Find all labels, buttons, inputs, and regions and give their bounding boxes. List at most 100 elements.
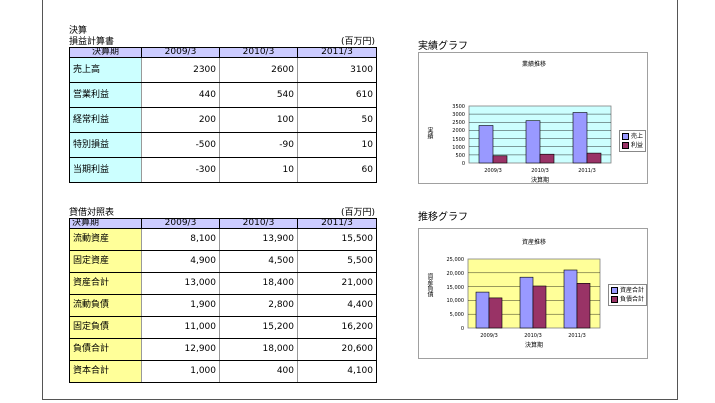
- table-row: 資産合計 13,000 18,400 21,000: [69, 272, 377, 295]
- legend-swatch-icon: [611, 287, 618, 294]
- row-label[interactable]: 固定資産: [69, 250, 142, 273]
- row-label[interactable]: 特別損益: [69, 132, 142, 158]
- table-row: 当期利益 -300 10 60: [69, 157, 377, 183]
- performance-chart-title: 業績推移: [521, 61, 546, 68]
- table-row: 流動資産 8,100 13,900 15,500: [69, 228, 377, 251]
- cell[interactable]: -500: [141, 132, 220, 158]
- performance-chart[interactable]: 3500 3000 2500 2000 1500 1000 500 0 2009/3 201…: [418, 52, 648, 184]
- row-label[interactable]: 流動資産: [69, 228, 142, 251]
- assets-chart-plot: 25,000 20,000 15,000 10,000 5,000 0 2009/3 20…: [447, 257, 601, 339]
- cell[interactable]: 4,100: [297, 360, 377, 383]
- legend-swatch-icon: [622, 133, 629, 140]
- cell[interactable]: 50: [297, 107, 377, 133]
- row-label[interactable]: 営業利益: [69, 82, 142, 108]
- cell[interactable]: 2300: [141, 57, 220, 83]
- cell[interactable]: 13,000: [141, 272, 220, 295]
- column-header: 2011/3: [297, 218, 377, 229]
- table-row: 固定資産 4,900 4,500 5,500: [69, 250, 377, 273]
- column-header: 2011/3: [297, 47, 377, 58]
- cell[interactable]: 400: [219, 360, 298, 383]
- table-row: 固定負債 11,000 15,200 16,200: [69, 316, 377, 339]
- row-label[interactable]: 固定負債: [69, 316, 142, 339]
- cell[interactable]: 540: [219, 82, 298, 108]
- table-row: 流動負債 1,900 2,800 4,400: [69, 294, 377, 317]
- cell[interactable]: 200: [141, 107, 220, 133]
- table-row: 資本合計 1,000 400 4,100: [69, 360, 377, 383]
- row-label[interactable]: 当期利益: [69, 157, 142, 183]
- table-row: 経常利益 200 100 50: [69, 107, 377, 133]
- svg-text:2009/3: 2009/3: [480, 333, 498, 339]
- table-header-row: 決算期 2009/3 2010/3 2011/3: [69, 218, 377, 229]
- table-header-row: 決算期 2009/3 2010/3 2011/3: [69, 47, 377, 58]
- cell[interactable]: 1,000: [141, 360, 220, 383]
- cell[interactable]: 8,100: [141, 228, 220, 251]
- row-label[interactable]: 売上高: [69, 57, 142, 83]
- table-row: 営業利益 440 540 610: [69, 82, 377, 108]
- cell[interactable]: 2,800: [219, 294, 298, 317]
- performance-chart-xlabel: 決算期: [530, 177, 549, 184]
- cell[interactable]: 16,200: [297, 316, 377, 339]
- legend-label: 資産合計: [620, 287, 645, 294]
- performance-chart-plot: 3500 3000 2500 2000 1500 1000 500 0 2009/3 201…: [452, 104, 612, 174]
- row-label[interactable]: 経常利益: [69, 107, 142, 133]
- svg-text:2500: 2500: [452, 120, 465, 126]
- cell[interactable]: 4,400: [297, 294, 377, 317]
- cell[interactable]: 11,000: [141, 316, 220, 339]
- cell[interactable]: 15,200: [219, 316, 298, 339]
- page-frame: [42, 0, 678, 400]
- cell[interactable]: 15,500: [297, 228, 377, 251]
- cell[interactable]: 10: [297, 132, 377, 158]
- balance-sheet-title: 貸借対照表: [69, 208, 115, 218]
- balance-sheet-unit: (百万円): [340, 208, 375, 218]
- row-label[interactable]: 流動負債: [69, 294, 142, 317]
- performance-chart-legend: 売上 利益: [619, 130, 647, 152]
- cell[interactable]: 18,400: [219, 272, 298, 295]
- cell[interactable]: 2600: [219, 57, 298, 83]
- legend-label: 利益: [631, 142, 644, 149]
- svg-text:10,000: 10,000: [447, 298, 465, 304]
- assets-chart-section-title: 推移グラフ: [418, 212, 468, 223]
- cell[interactable]: 3100: [297, 57, 377, 83]
- row-label[interactable]: 資産合計: [69, 272, 142, 295]
- cell[interactable]: 4,500: [219, 250, 298, 273]
- legend-swatch-icon: [622, 142, 629, 149]
- column-header: 2010/3: [219, 218, 298, 229]
- legend-swatch-icon: [611, 296, 618, 303]
- cell[interactable]: 10: [219, 157, 298, 183]
- assets-chart-title: 資産推移: [521, 239, 546, 246]
- cell[interactable]: 1,900: [141, 294, 220, 317]
- svg-text:1500: 1500: [452, 137, 465, 143]
- table-row: 売上高 2300 2600 3100: [69, 57, 377, 83]
- svg-text:2009/3: 2009/3: [484, 168, 502, 174]
- table-row: 特別損益 -500 -90 10: [69, 132, 377, 158]
- performance-chart-section-title: 実績グラフ: [418, 41, 468, 52]
- cell[interactable]: 4,900: [141, 250, 220, 273]
- row-label[interactable]: 負債合計: [69, 338, 142, 361]
- legend-label: 売上: [631, 133, 644, 140]
- cell[interactable]: 12,900: [141, 338, 220, 361]
- assets-chart[interactable]: 25,000 20,000 15,000 10,000 5,000 0 2009/3 20…: [418, 228, 648, 359]
- document-title: 決算: [69, 26, 88, 36]
- assets-chart-xlabel: 決算期: [524, 342, 543, 349]
- cell[interactable]: 610: [297, 82, 377, 108]
- cell[interactable]: 18,000: [219, 338, 298, 361]
- svg-text:15,000: 15,000: [447, 285, 465, 291]
- cell[interactable]: 20,600: [297, 338, 377, 361]
- svg-text:2010/3: 2010/3: [531, 168, 549, 174]
- cell[interactable]: 13,900: [219, 228, 298, 251]
- income-statement-title: 損益計算書: [69, 37, 115, 47]
- cell[interactable]: 60: [297, 157, 377, 183]
- assets-chart-ylabel: 資産負債: [426, 273, 433, 297]
- svg-text:0: 0: [461, 326, 464, 332]
- assets-chart-legend: 資産合計 負債合計: [608, 284, 647, 306]
- cell[interactable]: -90: [219, 132, 298, 158]
- cell[interactable]: 5,500: [297, 250, 377, 273]
- svg-text:2011/3: 2011/3: [578, 168, 596, 174]
- cell[interactable]: 440: [141, 82, 220, 108]
- cell[interactable]: 21,000: [297, 272, 377, 295]
- svg-text:3500: 3500: [452, 104, 465, 110]
- cell[interactable]: 100: [219, 107, 298, 133]
- row-label[interactable]: 資本合計: [69, 360, 142, 383]
- cell[interactable]: -300: [141, 157, 220, 183]
- svg-text:3000: 3000: [452, 112, 465, 118]
